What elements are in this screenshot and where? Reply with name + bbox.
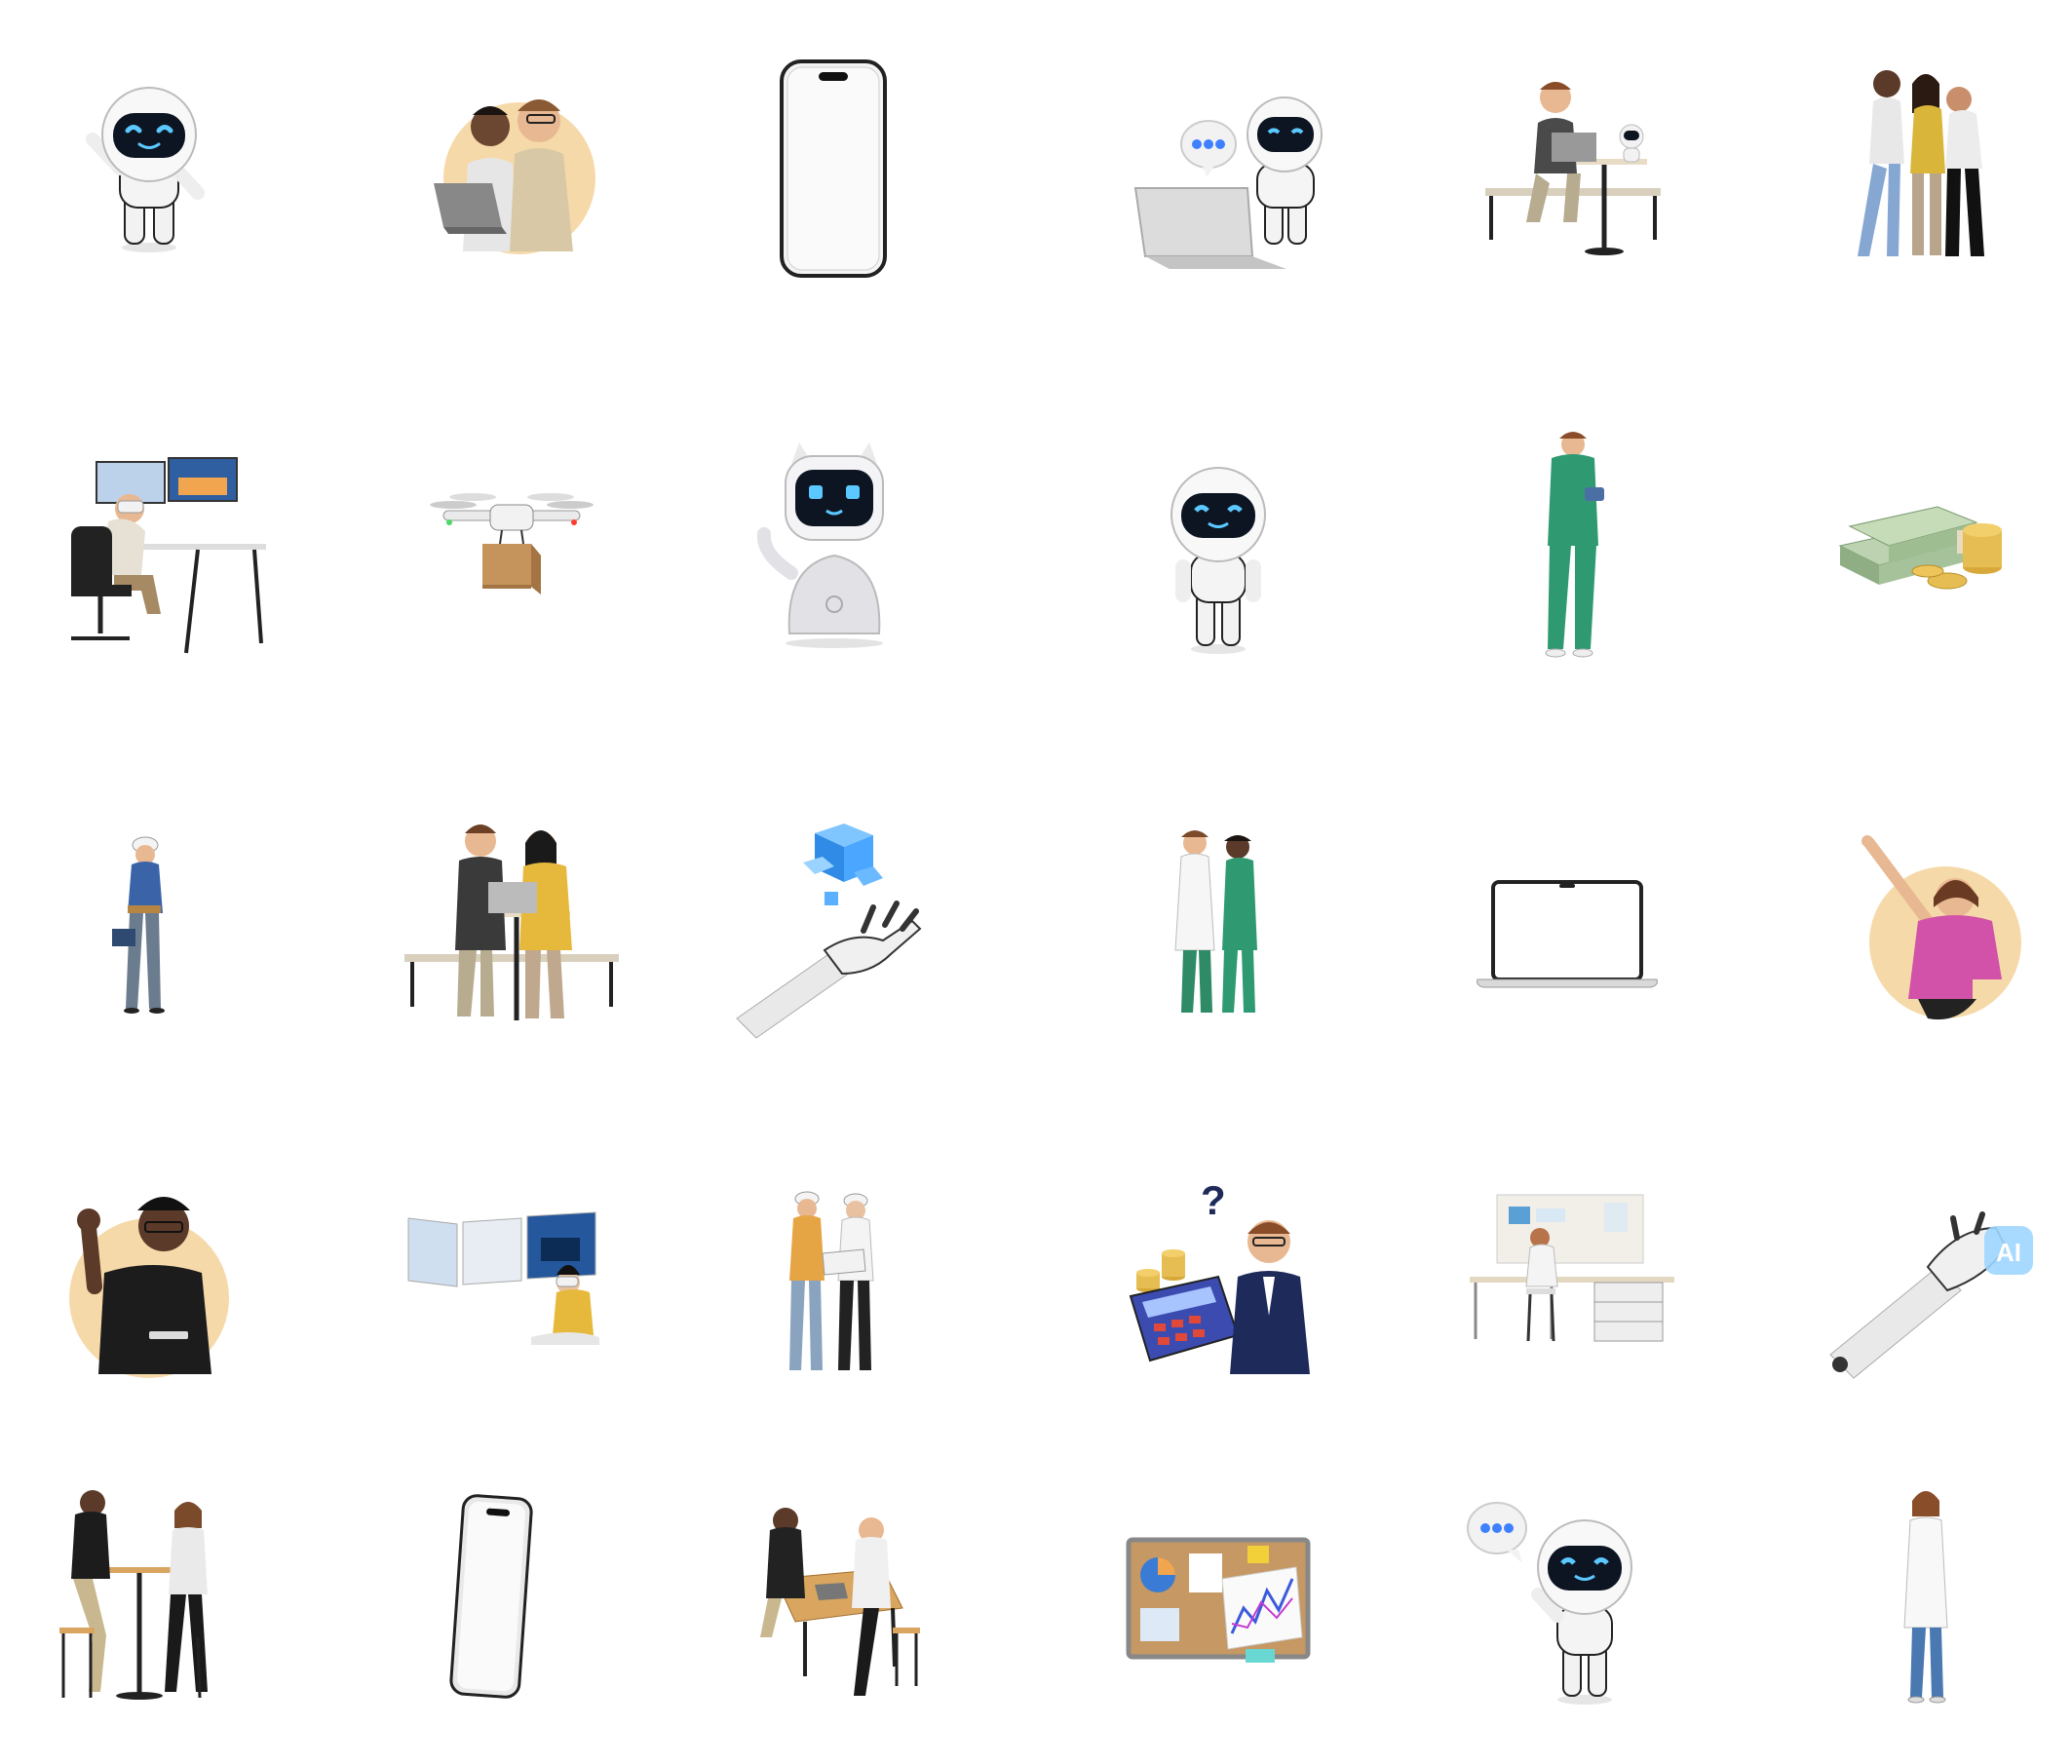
delivery-drone-illustration[interactable] bbox=[395, 429, 629, 663]
robot-waving-illustration[interactable] bbox=[32, 57, 266, 290]
man-vr-monitors-illustration[interactable] bbox=[32, 429, 266, 663]
man-desk-robot-illustration[interactable] bbox=[1458, 57, 1692, 290]
male-nurse-tablet-illustration[interactable] bbox=[1458, 429, 1692, 663]
man-waving-circle-illustration[interactable] bbox=[32, 1160, 266, 1394]
two-people-cafe-table-illustration[interactable] bbox=[32, 1481, 266, 1715]
question-mark: ? bbox=[1201, 1177, 1226, 1223]
smartphone-side-mockup-illustration[interactable] bbox=[395, 1481, 629, 1715]
robot-hand-ai-illustration[interactable]: AI bbox=[1811, 1160, 2045, 1394]
businessman-calculator-coins-illustration[interactable]: ? bbox=[1101, 1160, 1335, 1394]
robot-hand-cube-illustration[interactable] bbox=[717, 804, 951, 1039]
woman-pointing-circle-illustration[interactable] bbox=[1811, 804, 2045, 1038]
laptop-mockup-illustration[interactable] bbox=[1458, 804, 1692, 1038]
robot-chat-laptop-illustration[interactable] bbox=[1101, 57, 1335, 290]
two-men-laptop-illustration[interactable] bbox=[395, 57, 629, 290]
money-stacks-coins-illustration[interactable] bbox=[1811, 429, 2045, 663]
couple-laptop-bench-illustration[interactable] bbox=[395, 804, 629, 1038]
corkboard-charts-illustration[interactable] bbox=[1101, 1481, 1335, 1715]
three-friends-illustration[interactable] bbox=[1811, 57, 2045, 290]
woman-workspace-desk-illustration[interactable] bbox=[1458, 1160, 1692, 1394]
ai-badge-label: AI bbox=[1996, 1238, 2021, 1267]
two-people-table-meeting-illustration[interactable] bbox=[717, 1481, 951, 1715]
female-doctor-illustration[interactable] bbox=[1811, 1481, 2045, 1715]
two-engineers-blueprint-illustration[interactable] bbox=[717, 1160, 951, 1394]
smartphone-mockup-illustration[interactable] bbox=[717, 57, 951, 290]
construction-worker-toolbox-illustration[interactable] bbox=[32, 804, 266, 1038]
woman-vr-screens-illustration[interactable] bbox=[395, 1160, 629, 1394]
two-doctors-illustration[interactable] bbox=[1101, 804, 1335, 1038]
robot-standing-illustration[interactable] bbox=[1101, 429, 1335, 663]
robot-chat-bubble-illustration[interactable] bbox=[1458, 1481, 1692, 1715]
cute-robot-assistant-illustration[interactable] bbox=[717, 429, 951, 663]
